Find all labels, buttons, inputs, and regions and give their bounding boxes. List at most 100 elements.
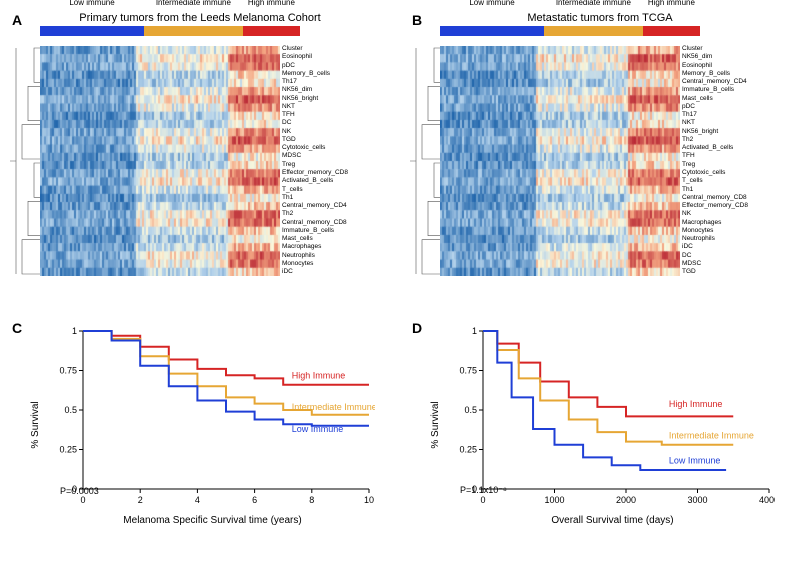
svg-text:4000: 4000 [759,495,775,505]
heatmap-row-label: Th1 [682,187,748,194]
panel-a-title: Primary tumors from the Leeds Melanoma C… [10,12,390,24]
panel-b-row-labels: ClusterNK56_dimEosinophilMemory_B_cellsC… [682,46,748,276]
panel-c-survival: % Survival 024681000.250.50.751High Immu… [10,318,390,531]
panel-d-survival: % Survival 0100020003000400000.250.50.75… [410,318,790,531]
panel-c-svg: 024681000.250.50.751High ImmuneIntermedi… [45,323,375,513]
survival-curve-label: High Immune [669,399,723,409]
heatmap-row-label: Cytotoxic_cells [682,170,748,177]
svg-text:2: 2 [138,495,143,505]
panel-a-cluster-bar [40,26,300,36]
heatmap-row-label: Treg [282,162,348,169]
cluster-segment-label: Intermediate immune [144,0,243,7]
heatmap-row-label: DC [682,253,748,260]
cluster-segment [440,26,544,36]
heatmap-row-label: pDC [282,63,348,70]
survival-curve-label: Low Immune [292,424,344,434]
cluster-segment [40,26,144,36]
svg-text:0: 0 [80,495,85,505]
heatmap-row-label: Neutrophils [282,253,348,260]
panel-a: A Primary tumors from the Leeds Melanoma… [10,10,390,310]
heatmap-row-label: TGD [282,137,348,144]
heatmap-row-label: MDSC [282,153,348,160]
heatmap-row-label: Mast_cells [682,96,748,103]
panel-d: D % Survival 0100020003000400000.250.50.… [410,318,790,558]
heatmap-row-label: Th2 [682,137,748,144]
svg-text:0.75: 0.75 [459,366,477,376]
heatmap-row-label: iDC [682,244,748,251]
dendrogram-icon [10,46,40,276]
panel-d-xlabel: Overall Survival time (days) [445,515,780,526]
heatmap-row-label: Immature_B_cells [682,87,748,94]
panel-c: C % Survival 024681000.250.50.751High Im… [10,318,390,558]
heatmap-row-label: Th17 [682,112,748,119]
heatmap-row-label: Cytotoxic_cells [282,145,348,152]
panel-b-cluster-labels: Low immuneIntermediate immuneHigh immune [440,0,700,7]
heatmap-row-label: TGD [682,269,748,276]
cluster-segment-label: Intermediate immune [544,0,643,7]
heatmap-row-label: T_cells [282,187,348,194]
heatmap-row-label: Neutrophils [682,236,748,243]
survival-curve-label: Low Immune [669,456,721,466]
heatmap-row-label: Eosinophil [282,54,348,61]
panel-b: B Metastatic tumors from TCGA Low immune… [410,10,790,310]
cluster-segment [144,26,243,36]
survival-curve-label: High Immune [292,370,346,380]
heatmap-row-label: NK56_dim [282,87,348,94]
heatmap-row-label: Activated_B_cells [682,145,748,152]
svg-text:6: 6 [252,495,257,505]
heatmap-row-label: Macrophages [282,244,348,251]
cluster-segment [544,26,643,36]
heatmap-row-label: Central_memory_CD4 [682,79,748,86]
heatmap-row-label: NK56_bright [682,129,748,136]
svg-text:0.5: 0.5 [64,405,77,415]
heatmap-row-label: Th1 [282,195,348,202]
heatmap-row-label: Cluster [282,46,348,53]
cluster-segment [243,26,300,36]
cluster-segment-label: High immune [243,0,300,7]
panel-b-cluster-bar [440,26,700,36]
heatmap-row-label: Central_memory_CD4 [282,203,348,210]
heatmap-row-label: NK [282,129,348,136]
heatmap-row-label: NK56_bright [282,96,348,103]
panel-c-ylabel: % Survival [30,401,41,448]
dendrogram-icon [410,46,440,276]
heatmap-row-label: Monocytes [282,261,348,268]
svg-text:4: 4 [195,495,200,505]
heatmap-row-label: Memory_B_cells [682,71,748,78]
heatmap-row-label: Th17 [282,79,348,86]
cluster-segment-label: Low immune [40,0,144,7]
svg-text:8: 8 [309,495,314,505]
heatmap-row-label: NK [682,211,748,218]
heatmap-row-label: NKT [682,120,748,127]
svg-text:2000: 2000 [616,495,636,505]
heatmap-row-label: NK56_dim [682,54,748,61]
panel-a-heatmap [40,46,280,276]
panel-c-xlabel: Melanoma Specific Survival time (years) [45,515,380,526]
heatmap-row-label: iDC [282,269,348,276]
heatmap-row-label: Effector_memory_CD8 [282,170,348,177]
svg-text:0: 0 [480,495,485,505]
survival-curve [483,331,733,445]
svg-text:10: 10 [364,495,374,505]
svg-text:0.25: 0.25 [459,445,477,455]
heatmap-row-label: Immature_B_cells [282,228,348,235]
cluster-segment-label: High immune [643,0,700,7]
panel-b-label: B [412,12,422,28]
svg-text:0.25: 0.25 [59,445,77,455]
heatmap-row-label: Effector_memory_CD8 [682,203,748,210]
svg-text:3000: 3000 [687,495,707,505]
heatmap-row-label: Monocytes [682,228,748,235]
heatmap-row-label: Th2 [282,211,348,218]
cluster-segment [643,26,700,36]
panel-a-label: A [12,12,22,28]
heatmap-row-label: T_cells [682,178,748,185]
heatmap-row-label: Treg [682,162,748,169]
heatmap-row-label: Mast_cells [282,236,348,243]
heatmap-row-label: Central_memory_CD8 [282,220,348,227]
panel-c-pvalue: P=0.0003 [60,486,99,496]
panel-b-title: Metastatic tumors from TCGA [410,12,790,24]
heatmap-row-label: Memory_B_cells [282,71,348,78]
panel-a-heatmap-wrap: ClusterEosinophilpDCMemory_B_cellsTh17NK… [10,46,390,276]
heatmap-row-label: MDSC [682,261,748,268]
svg-text:0.5: 0.5 [464,405,477,415]
